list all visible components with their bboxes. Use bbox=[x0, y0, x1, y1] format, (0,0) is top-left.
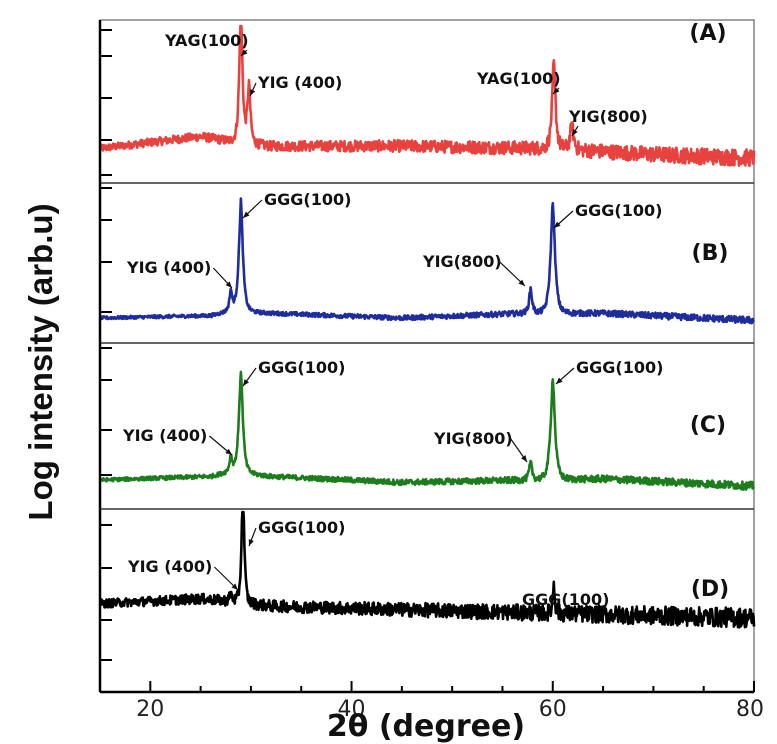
peak-annotation: GGG(100) bbox=[258, 358, 345, 377]
annotation-arrowhead bbox=[572, 129, 578, 136]
annotation-layer: (A) YAG(100) YIG (400) YAG(100) YIG(800) (B) Y… bbox=[122, 21, 729, 609]
peak-annotation: YIG (400) bbox=[122, 426, 207, 445]
series-panel-d bbox=[98, 510, 756, 629]
panel-tag-b: (B) bbox=[692, 241, 729, 266]
series-line-a bbox=[98, 24, 756, 168]
peak-annotation: YIG(800) bbox=[433, 429, 513, 448]
peak-annotation: GGG(100) bbox=[576, 358, 663, 377]
annotation-arrowhead bbox=[248, 539, 254, 546]
peak-annotation: YIG (400) bbox=[127, 557, 212, 576]
y-axis-label: Log intensity (arb.u) bbox=[22, 203, 59, 520]
annotation-arrowhead bbox=[243, 211, 250, 218]
x-tick-label: 40 bbox=[338, 697, 366, 722]
series-layer bbox=[98, 24, 756, 629]
annotation-arrowhead bbox=[518, 279, 525, 286]
peak-annotation: GGG(100) bbox=[264, 190, 351, 209]
panel-tag-c: (C) bbox=[690, 413, 726, 438]
axis-layer: 20 40 60 80 bbox=[98, 20, 764, 722]
peak-annotation: GGG(100) bbox=[522, 590, 609, 609]
panel-tag-a: (A) bbox=[689, 21, 726, 46]
series-line-c bbox=[99, 370, 755, 491]
peak-annotation: YIG(800) bbox=[568, 107, 648, 126]
x-tick-label: 20 bbox=[136, 697, 164, 722]
peak-annotation: GGG(100) bbox=[258, 518, 345, 537]
annotation-arrowhead bbox=[225, 281, 232, 288]
annotation-arrowhead bbox=[556, 377, 563, 384]
annotation-arrowhead bbox=[250, 89, 256, 96]
peak-annotation: YIG(800) bbox=[422, 252, 502, 271]
peak-annotation: YAG(100) bbox=[164, 31, 249, 50]
annotation-arrowhead bbox=[553, 87, 560, 94]
x-tick-label: 80 bbox=[736, 697, 764, 722]
panel-tag-d: (D) bbox=[691, 577, 729, 602]
annotation-arrowhead bbox=[231, 583, 238, 590]
plot-frame bbox=[99, 19, 755, 693]
series-line-d bbox=[98, 510, 756, 629]
series-panel-a bbox=[98, 24, 756, 168]
series-line-b bbox=[99, 197, 756, 325]
peak-annotation: YIG (400) bbox=[126, 258, 211, 277]
peak-annotation: YIG (400) bbox=[257, 73, 342, 92]
annotation-arrowhead bbox=[225, 448, 232, 455]
x-tick-label: 60 bbox=[539, 697, 567, 722]
peak-annotation: YAG(100) bbox=[476, 69, 561, 88]
series-panel-c bbox=[99, 370, 755, 491]
x-axis-label: 2θ (degree) bbox=[327, 709, 525, 744]
annotation-arrowhead bbox=[521, 455, 527, 462]
annotation-arrowhead bbox=[241, 49, 248, 56]
series-panel-b bbox=[99, 197, 756, 325]
panel-lines bbox=[99, 19, 755, 693]
annotation-arrowhead bbox=[243, 379, 249, 386]
annotation-arrowhead bbox=[554, 221, 561, 228]
peak-annotation: GGG(100) bbox=[575, 201, 662, 220]
